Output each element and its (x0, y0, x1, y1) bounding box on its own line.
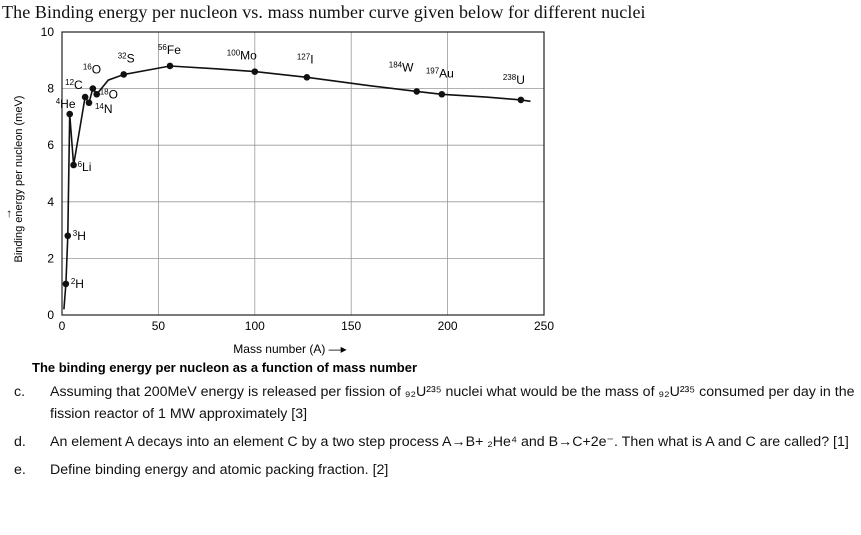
axis-ticks: 0 50 100 150 200 250 0 2 4 6 8 10 (41, 25, 555, 333)
data-point (166, 62, 174, 70)
point-label: 127I (297, 52, 314, 66)
x-axis-label: Mass number (A) —▸ (233, 342, 346, 356)
data-point (438, 90, 446, 98)
point-label: 3H (73, 229, 86, 243)
y-tick-label: 6 (47, 138, 54, 152)
point-label: 14N (95, 102, 113, 116)
data-point (413, 88, 421, 95)
page-title: The Binding energy per nucleon vs. mass … (2, 2, 646, 22)
y-tick-label: 10 (41, 25, 55, 39)
point-label: 6Li (78, 160, 92, 174)
y-axis-title: Binding energy per nucleon (meV) (13, 96, 25, 263)
x-tick-label: 200 (438, 319, 458, 333)
data-point (120, 71, 127, 78)
y-tick-label: 2 (47, 251, 54, 265)
x-tick-label: 100 (245, 319, 265, 333)
data-point (85, 99, 93, 107)
data-point (70, 161, 77, 169)
question-marker: c. (14, 384, 26, 400)
binding-energy-curve (63, 65, 531, 310)
data-point (251, 68, 259, 75)
point-label: 4He (56, 97, 76, 111)
question-d: d. An element A decays into an element C… (14, 431, 859, 453)
x-tick-label: 250 (534, 319, 554, 333)
question-e: e. Define binding energy and atomic pack… (14, 459, 859, 481)
data-points: 2H 3H 4He 6Li 12C 14N 16O 18O 32S 56Fe 100Mo 127I 18… (56, 43, 525, 291)
data-point (64, 232, 72, 240)
question-text: An element A decays into an element C by… (50, 434, 849, 450)
point-label: 184W (389, 60, 414, 74)
point-label: 197Au (426, 66, 454, 80)
point-label: 2H (71, 277, 84, 291)
data-point (66, 110, 74, 118)
data-point (89, 85, 97, 92)
point-label: 16O (83, 63, 101, 77)
data-point (62, 280, 70, 288)
question-list: c. Assuming that 200MeV energy is releas… (14, 381, 859, 487)
data-point (517, 96, 525, 104)
point-label: 18O (100, 87, 118, 101)
y-tick-label: 0 (47, 308, 54, 322)
question-c: c. Assuming that 200MeV energy is releas… (14, 381, 859, 425)
question-text: Assuming that 200MeV energy is released … (50, 384, 855, 422)
y-tick-label: 8 (47, 82, 54, 96)
y-axis-label: Binding energy per nucleon (meV)→ (0, 96, 25, 263)
x-tick-label: 0 (59, 319, 66, 333)
point-label: 12C (65, 78, 83, 92)
data-point (93, 90, 101, 98)
question-marker: e. (14, 462, 26, 478)
plot-frame (61, 31, 545, 316)
x-tick-label: 50 (152, 319, 166, 333)
data-point (303, 73, 311, 81)
point-label: 56Fe (158, 43, 181, 57)
y-axis-arrow: → (0, 208, 14, 220)
x-tick-label: 150 (341, 319, 361, 333)
point-label: 32S (118, 51, 135, 65)
point-label: 238U (503, 73, 525, 87)
chart-caption: The binding energy per nucleon as a func… (32, 360, 417, 375)
y-tick-label: 4 (47, 195, 54, 209)
point-label: 100Mo (227, 49, 257, 63)
question-text: Define binding energy and atomic packing… (50, 462, 389, 478)
question-marker: d. (14, 434, 26, 450)
data-point (81, 93, 89, 101)
chart-grid (61, 31, 545, 316)
